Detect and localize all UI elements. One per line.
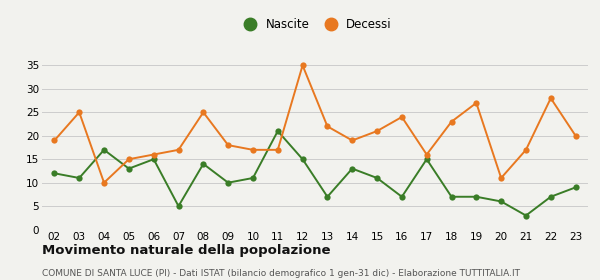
Text: Movimento naturale della popolazione: Movimento naturale della popolazione xyxy=(42,244,331,256)
Nascite xyxy=(150,158,157,161)
Nascite xyxy=(423,158,430,161)
Decessi xyxy=(51,139,58,142)
Legend: Nascite, Decessi: Nascite, Decessi xyxy=(233,13,397,36)
Decessi xyxy=(373,129,380,133)
Nascite xyxy=(125,167,133,170)
Decessi xyxy=(100,181,107,184)
Decessi xyxy=(250,148,257,151)
Nascite xyxy=(547,195,554,199)
Line: Nascite: Nascite xyxy=(51,128,579,219)
Nascite xyxy=(100,148,107,151)
Decessi xyxy=(547,97,554,100)
Decessi xyxy=(448,120,455,123)
Decessi xyxy=(349,139,356,142)
Nascite xyxy=(51,172,58,175)
Decessi xyxy=(423,153,430,156)
Decessi xyxy=(175,148,182,151)
Line: Decessi: Decessi xyxy=(51,62,579,186)
Text: COMUNE DI SANTA LUCE (PI) - Dati ISTAT (bilancio demografico 1 gen-31 dic) - Ela: COMUNE DI SANTA LUCE (PI) - Dati ISTAT (… xyxy=(42,269,520,278)
Nascite xyxy=(175,204,182,208)
Nascite xyxy=(572,186,579,189)
Decessi xyxy=(497,176,505,180)
Decessi xyxy=(224,143,232,147)
Nascite xyxy=(373,176,380,180)
Decessi xyxy=(274,148,281,151)
Nascite xyxy=(299,158,306,161)
Nascite xyxy=(497,200,505,203)
Decessi xyxy=(324,125,331,128)
Nascite xyxy=(349,167,356,170)
Decessi xyxy=(523,148,530,151)
Nascite xyxy=(324,195,331,199)
Nascite xyxy=(473,195,480,199)
Decessi xyxy=(299,64,306,67)
Nascite xyxy=(398,195,406,199)
Nascite xyxy=(224,181,232,184)
Nascite xyxy=(76,176,83,180)
Nascite xyxy=(448,195,455,199)
Decessi xyxy=(398,115,406,119)
Decessi xyxy=(473,101,480,105)
Nascite xyxy=(200,162,207,165)
Nascite xyxy=(250,176,257,180)
Decessi xyxy=(76,111,83,114)
Nascite xyxy=(523,214,530,217)
Decessi xyxy=(572,134,579,137)
Decessi xyxy=(200,111,207,114)
Decessi xyxy=(150,153,157,156)
Decessi xyxy=(125,158,133,161)
Nascite xyxy=(274,129,281,133)
